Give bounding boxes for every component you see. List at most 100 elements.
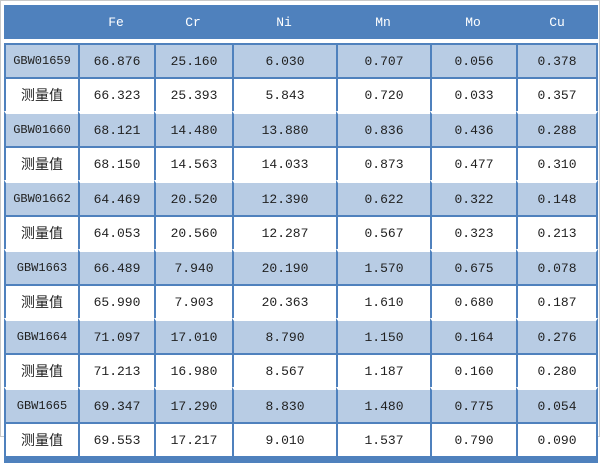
- standard-row: GBW01660 68.121 14.480 13.880 0.836 0.436 0.28…: [4, 111, 598, 146]
- standard-row: GBW1665 69.347 17.290 8.830 1.480 0.775 0.054: [4, 387, 598, 422]
- cell-value: 0.187: [516, 284, 598, 318]
- measured-row: 测量值 66.323 25.393 5.843 0.720 0.033 0.357: [4, 77, 598, 111]
- cell-value: 0.322: [430, 180, 516, 215]
- cell-value: 0.288: [516, 111, 598, 146]
- measured-row: 测量值 69.553 17.217 9.010 1.537 0.790 0.090: [4, 422, 598, 456]
- row-label: 测量值: [4, 353, 78, 387]
- cell-value: 0.323: [430, 215, 516, 249]
- cell-value: 65.990: [78, 284, 154, 318]
- cell-value: 0.775: [430, 387, 516, 422]
- cell-value: 8.567: [232, 353, 336, 387]
- row-label: GBW01662: [4, 180, 78, 215]
- standard-row: GBW1664 71.097 17.010 8.790 1.150 0.164 0.276: [4, 318, 598, 353]
- row-label: GBW1663: [4, 249, 78, 284]
- cell-value: 14.480: [154, 111, 232, 146]
- cell-value: 0.378: [516, 43, 598, 77]
- table-bottom-border-band: [4, 456, 598, 463]
- cell-value: 1.610: [336, 284, 430, 318]
- header-cell-empty: [4, 5, 78, 43]
- row-label: 测量值: [4, 215, 78, 249]
- cell-value: 0.357: [516, 77, 598, 111]
- row-label: 测量值: [4, 284, 78, 318]
- cell-value: 0.707: [336, 43, 430, 77]
- cell-value: 25.160: [154, 43, 232, 77]
- cell-value: 0.622: [336, 180, 430, 215]
- cell-value: 64.469: [78, 180, 154, 215]
- cell-value: 0.078: [516, 249, 598, 284]
- header-cell-fe: Fe: [78, 5, 154, 43]
- cell-value: 7.940: [154, 249, 232, 284]
- standard-row: GBW1663 66.489 7.940 20.190 1.570 0.675 0.078: [4, 249, 598, 284]
- cell-value: 16.980: [154, 353, 232, 387]
- cell-value: 0.148: [516, 180, 598, 215]
- cell-value: 25.393: [154, 77, 232, 111]
- cell-value: 17.217: [154, 422, 232, 456]
- cell-value: 71.213: [78, 353, 154, 387]
- cell-value: 7.903: [154, 284, 232, 318]
- cell-value: 0.873: [336, 146, 430, 180]
- cell-value: 0.675: [430, 249, 516, 284]
- cell-value: 66.876: [78, 43, 154, 77]
- measured-row: 测量值 65.990 7.903 20.363 1.610 0.680 0.187: [4, 284, 598, 318]
- cell-value: 0.056: [430, 43, 516, 77]
- row-label: GBW01660: [4, 111, 78, 146]
- cell-value: 5.843: [232, 77, 336, 111]
- cell-value: 0.790: [430, 422, 516, 456]
- cell-value: 20.560: [154, 215, 232, 249]
- cell-value: 14.033: [232, 146, 336, 180]
- header-cell-cr: Cr: [154, 5, 232, 43]
- cell-value: 13.880: [232, 111, 336, 146]
- cell-value: 20.520: [154, 180, 232, 215]
- header-cell-mn: Mn: [336, 5, 430, 43]
- cell-value: 14.563: [154, 146, 232, 180]
- cell-value: 69.347: [78, 387, 154, 422]
- header-cell-ni: Ni: [232, 5, 336, 43]
- cell-value: 0.160: [430, 353, 516, 387]
- cell-value: 71.097: [78, 318, 154, 353]
- cell-value: 0.280: [516, 353, 598, 387]
- cell-value: 1.480: [336, 387, 430, 422]
- cell-value: 17.290: [154, 387, 232, 422]
- cell-value: 0.477: [430, 146, 516, 180]
- cell-value: 0.213: [516, 215, 598, 249]
- cell-value: 0.567: [336, 215, 430, 249]
- cell-value: 0.054: [516, 387, 598, 422]
- measured-row: 测量值 64.053 20.560 12.287 0.567 0.323 0.213: [4, 215, 598, 249]
- cell-value: 0.680: [430, 284, 516, 318]
- cell-value: 0.436: [430, 111, 516, 146]
- header-cell-cu: Cu: [516, 5, 598, 43]
- cell-value: 0.033: [430, 77, 516, 111]
- measured-row: 测量值 68.150 14.563 14.033 0.873 0.477 0.310: [4, 146, 598, 180]
- row-label: GBW1664: [4, 318, 78, 353]
- cell-value: 66.323: [78, 77, 154, 111]
- cell-value: 0.720: [336, 77, 430, 111]
- header-row: Fe Cr Ni Mn Mo Cu: [4, 5, 598, 43]
- cell-value: 64.053: [78, 215, 154, 249]
- cell-value: 12.390: [232, 180, 336, 215]
- cell-value: 0.836: [336, 111, 430, 146]
- row-label: 测量值: [4, 146, 78, 180]
- cell-value: 68.121: [78, 111, 154, 146]
- measured-row: 测量值 71.213 16.980 8.567 1.187 0.160 0.280: [4, 353, 598, 387]
- cell-value: 1.150: [336, 318, 430, 353]
- cell-value: 6.030: [232, 43, 336, 77]
- cell-value: 69.553: [78, 422, 154, 456]
- cell-value: 9.010: [232, 422, 336, 456]
- row-label: 测量值: [4, 77, 78, 111]
- table-header: Fe Cr Ni Mn Mo Cu: [4, 5, 598, 43]
- standard-row: GBW01662 64.469 20.520 12.390 0.622 0.322 0.14…: [4, 180, 598, 215]
- cell-value: 8.830: [232, 387, 336, 422]
- row-label: GBW1665: [4, 387, 78, 422]
- row-label: 测量值: [4, 422, 78, 456]
- table-body: GBW01659 66.876 25.160 6.030 0.707 0.056 0.378…: [4, 43, 598, 456]
- cell-value: 68.150: [78, 146, 154, 180]
- row-label: GBW01659: [4, 43, 78, 77]
- cell-value: 1.570: [336, 249, 430, 284]
- cell-value: 0.310: [516, 146, 598, 180]
- cell-value: 12.287: [232, 215, 336, 249]
- alloy-composition-table: Fe Cr Ni Mn Mo Cu GBW01659 66.876 25.160 6.030 0.…: [4, 5, 598, 456]
- cell-value: 17.010: [154, 318, 232, 353]
- cell-value: 1.187: [336, 353, 430, 387]
